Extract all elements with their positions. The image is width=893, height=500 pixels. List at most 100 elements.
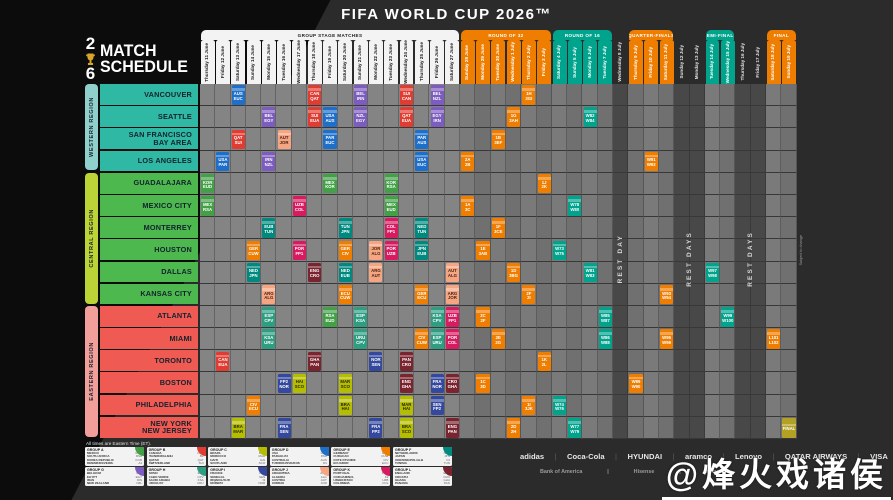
grid-slot bbox=[368, 372, 384, 395]
grid-slot bbox=[398, 84, 415, 107]
grid-slot bbox=[658, 283, 675, 306]
group-box-group-e: GROUP EGERMANYGERCURACAOCUWCOTE D'IVOIRE… bbox=[331, 447, 391, 466]
grid-slot bbox=[536, 372, 552, 395]
grid-slot bbox=[720, 194, 736, 218]
team-name: SCOTLAND bbox=[210, 462, 227, 466]
team-name: JAPAN bbox=[394, 455, 405, 459]
grid-slot bbox=[368, 328, 384, 351]
grid-slot bbox=[215, 106, 231, 129]
grid-slot bbox=[460, 283, 476, 306]
grid-slot bbox=[781, 283, 797, 306]
grid-slot bbox=[475, 350, 491, 373]
date-label: Thursday 11 June bbox=[204, 42, 210, 82]
grid-slot bbox=[597, 106, 614, 129]
day-columns bbox=[200, 106, 800, 129]
round-header-bar: SEMI-FINALS bbox=[705, 30, 735, 40]
grid-slot bbox=[352, 84, 369, 107]
grid-slot bbox=[521, 106, 537, 129]
group-team-row: KOREA REPUBLIC KOR bbox=[85, 458, 144, 462]
grid-slot bbox=[245, 84, 262, 107]
grid-slot bbox=[735, 172, 751, 195]
grid-slot bbox=[337, 172, 353, 195]
grid-slot bbox=[613, 350, 629, 373]
grid-slot bbox=[505, 350, 522, 373]
day-columns bbox=[200, 394, 800, 417]
page-title: FIFA WORLD CUP 2026™ bbox=[341, 6, 552, 23]
day-columns bbox=[200, 172, 800, 195]
team-name: PARAGUAY bbox=[271, 455, 289, 459]
grid-slot bbox=[643, 328, 659, 351]
date-tab-face: Monday 29 June bbox=[476, 40, 490, 84]
round-header-bar: GROUP STAGE MATCHES bbox=[201, 30, 460, 40]
grid-slot bbox=[429, 217, 445, 240]
grid-slot bbox=[414, 172, 430, 195]
team-name: UZBEKISTAN bbox=[333, 479, 353, 482]
grid-slot bbox=[414, 239, 430, 262]
grid-slot bbox=[781, 106, 797, 129]
grid-slot bbox=[475, 261, 491, 284]
grid-slot bbox=[215, 372, 231, 395]
team-code: AUS bbox=[320, 457, 327, 462]
team-name: URUGUAY bbox=[148, 482, 164, 486]
grid-slot bbox=[475, 217, 491, 240]
grid-slot bbox=[322, 261, 338, 284]
grid-slot bbox=[200, 394, 216, 417]
date-label: Thursday 2 July bbox=[525, 44, 531, 80]
header-section-quarter-finals: QUARTER-FINALS Thursday 9 July Friday 10 J… bbox=[628, 30, 674, 84]
sponsor-logo-qatar-airways: QATAR AIRWAYS bbox=[784, 452, 848, 461]
grid-slot bbox=[720, 372, 736, 395]
grid-slot bbox=[368, 261, 384, 284]
grid-slot bbox=[337, 305, 353, 329]
grid-slot bbox=[383, 150, 399, 173]
grid-slot bbox=[490, 239, 506, 262]
grid-slot bbox=[398, 194, 415, 218]
grid-slot bbox=[781, 239, 797, 262]
schedule-grid: VANCOUVER SEATTLE SAN FRANCISCO BAY AREA LOS… bbox=[85, 84, 800, 439]
grid-slot bbox=[735, 416, 751, 439]
grid-slot bbox=[368, 217, 384, 240]
grid-slot bbox=[398, 261, 415, 284]
sponsor-row-secondary: Bank of America | Hisense | Mengniu | vivo bbox=[540, 469, 790, 475]
sponsor-logo-mengniu: Mengniu bbox=[705, 469, 728, 475]
date-tab-face: Friday 26 June bbox=[430, 40, 445, 84]
grid-slot bbox=[245, 283, 262, 306]
team-code: TUN bbox=[443, 461, 450, 466]
date-label: Saturday 18 July bbox=[770, 43, 776, 81]
team-name: PANAMA bbox=[394, 482, 408, 486]
team-code: NOR bbox=[258, 481, 266, 486]
grid-slot bbox=[643, 394, 659, 417]
group-team-row: JAPAN JPN bbox=[393, 454, 452, 459]
grid-slot bbox=[322, 194, 338, 218]
grid-slot bbox=[567, 239, 583, 262]
grid-slot bbox=[750, 150, 766, 173]
grid-slot bbox=[490, 305, 506, 329]
grid-slot bbox=[750, 128, 766, 151]
grid-slot bbox=[291, 283, 308, 306]
grid-slot bbox=[276, 84, 292, 107]
city-name: LOS ANGELES bbox=[137, 156, 192, 166]
date-tab-face: Saturday 20 June bbox=[338, 40, 353, 84]
grid-slot bbox=[307, 416, 323, 439]
grid-slot bbox=[276, 217, 292, 240]
team-code: HAI bbox=[260, 457, 266, 462]
grid-slot bbox=[536, 172, 552, 195]
grid-slot bbox=[368, 194, 384, 218]
grid-slot bbox=[383, 172, 399, 195]
grid-slot bbox=[551, 328, 568, 351]
group-color-corner bbox=[381, 467, 391, 477]
team-code: I3 bbox=[262, 478, 266, 482]
grid-slot bbox=[398, 217, 415, 240]
grid-slot bbox=[383, 328, 399, 351]
grid-slot bbox=[521, 416, 537, 439]
grid-slot bbox=[613, 416, 629, 439]
grid-slot bbox=[291, 172, 308, 195]
day-columns bbox=[200, 350, 800, 373]
grid-slot bbox=[245, 328, 262, 351]
team-name: QATAR bbox=[148, 458, 159, 462]
grid-slot bbox=[414, 283, 430, 306]
grid-slot bbox=[245, 261, 262, 284]
date-label: Tuesday 30 June bbox=[495, 43, 501, 81]
grid-slot bbox=[643, 350, 659, 373]
grid-slot bbox=[750, 328, 766, 351]
grid-slot bbox=[597, 239, 614, 262]
